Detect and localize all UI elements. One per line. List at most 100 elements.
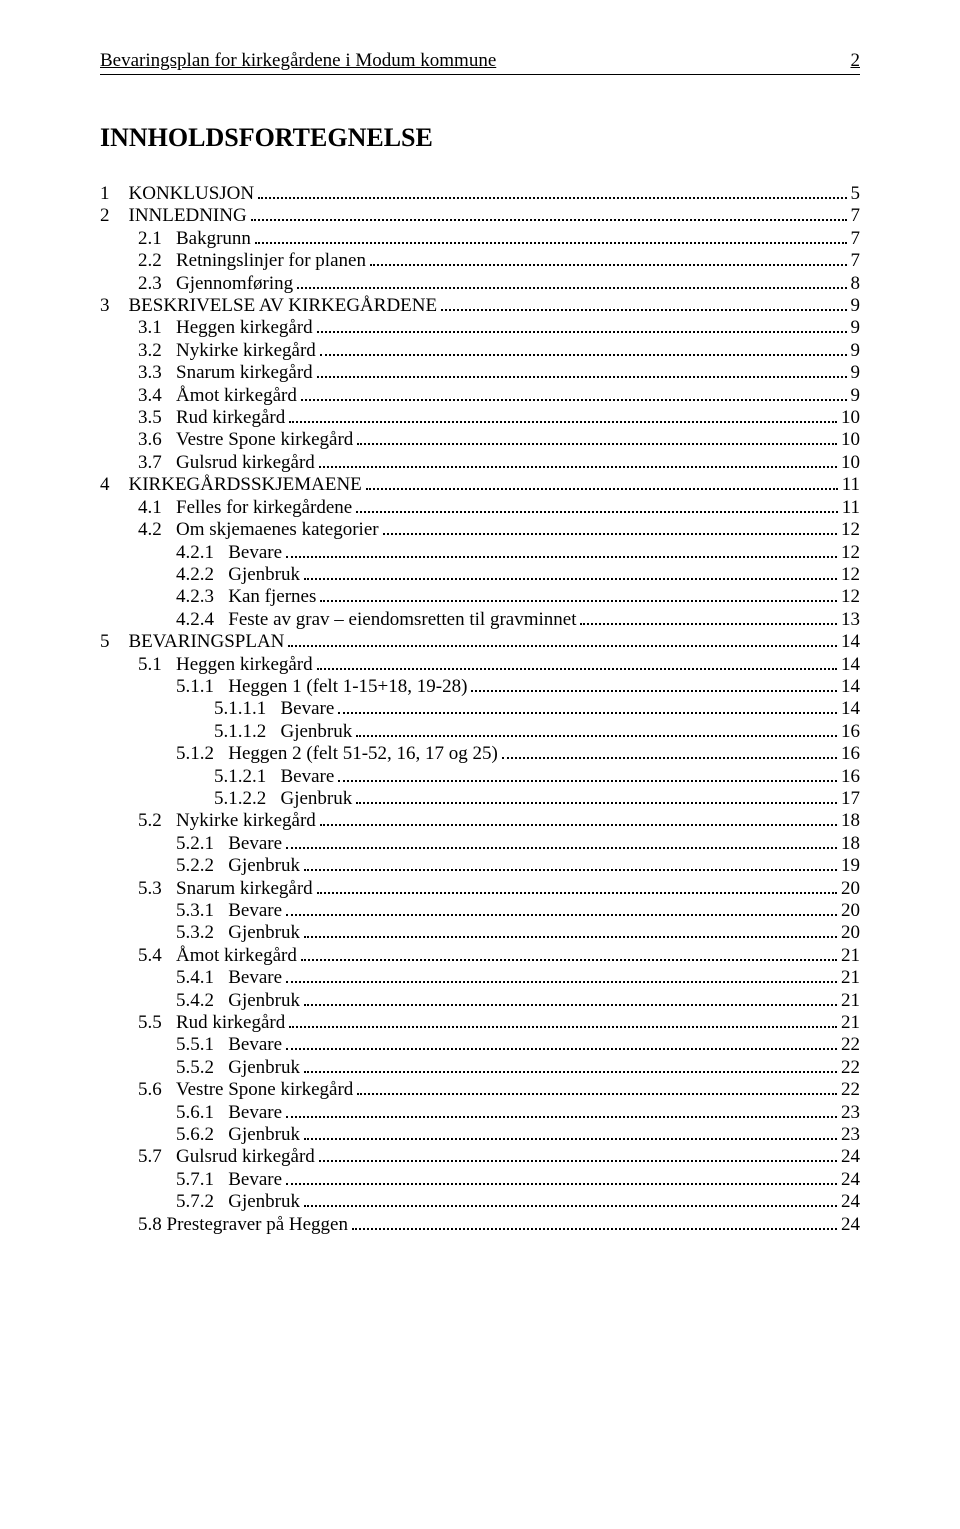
toc-leader-dots	[317, 331, 847, 333]
toc-entry-label: 5.1.1.2 Gjenbruk	[214, 721, 352, 743]
toc-row: 5.6.2 Gjenbruk23	[100, 1124, 860, 1146]
toc-row: 5.7.1 Bevare24	[100, 1169, 860, 1191]
toc-entry-page: 23	[841, 1124, 860, 1146]
toc-leader-dots	[317, 376, 847, 378]
toc-row: 4 KIRKEGÅRDSSKJEMAENE 11	[100, 474, 860, 496]
toc-entry-page: 21	[841, 1012, 860, 1034]
toc-row: 3.7 Gulsrud kirkegård10	[100, 452, 860, 474]
document-page: Bevaringsplan for kirkegårdene i Modum k…	[0, 0, 960, 1296]
toc-row: 3.5 Rud kirkegård10	[100, 407, 860, 429]
toc-entry-page: 19	[841, 855, 860, 877]
toc-leader-dots	[301, 959, 837, 961]
toc-entry-label: 1 KONKLUSJON	[100, 183, 254, 205]
toc-entry-label: 5.2.2 Gjenbruk	[176, 855, 300, 877]
toc-entry-page: 20	[841, 900, 860, 922]
toc-leader-dots	[304, 578, 837, 580]
toc-entry-label: 5.6 Vestre Spone kirkegård	[138, 1079, 353, 1101]
toc-leader-dots	[289, 421, 837, 423]
toc-entry-label: 5.1 Heggen kirkegård	[138, 654, 313, 676]
toc-entry-label: 2 INNLEDNING	[100, 205, 247, 227]
toc-entry-page: 12	[841, 586, 860, 608]
toc-entry-page: 14	[841, 654, 860, 676]
toc-entry-page: 20	[841, 922, 860, 944]
toc-entry-label: 5.3.1 Bevare	[176, 900, 282, 922]
toc-entry-page: 16	[841, 743, 860, 765]
toc-entry-page: 10	[841, 429, 860, 451]
toc-entry-page: 13	[841, 609, 860, 631]
toc-entry-page: 11	[842, 474, 860, 496]
toc-leader-dots	[356, 735, 837, 737]
toc-row: 5.1.2 Heggen 2 (felt 51-52, 16, 17 og 25…	[100, 743, 860, 765]
toc-leader-dots	[286, 981, 837, 983]
toc-leader-dots	[286, 1183, 837, 1185]
toc-row: 2.2 Retningslinjer for planen7	[100, 250, 860, 272]
toc-leader-dots	[304, 1004, 837, 1006]
toc-row: 2.1 Bakgrunn7	[100, 228, 860, 250]
toc-entry-page: 20	[841, 878, 860, 900]
toc-leader-dots	[304, 869, 837, 871]
toc-entry-label: 2.3 Gjennomføring	[138, 273, 293, 295]
toc-leader-dots	[286, 914, 837, 916]
toc-entry-page: 12	[841, 542, 860, 564]
toc-row: 3.1 Heggen kirkegård9	[100, 317, 860, 339]
toc-entry-page: 21	[841, 945, 860, 967]
toc-entry-label: 4.2 Om skjemaenes kategorier	[138, 519, 379, 541]
toc-entry-page: 24	[841, 1214, 860, 1236]
toc-entry-page: 22	[841, 1057, 860, 1079]
toc-row: 1 KONKLUSJON5	[100, 183, 860, 205]
toc-heading: INNHOLDSFORTEGNELSE	[100, 123, 860, 153]
toc-entry-label: 5.8 Prestegraver på Heggen	[138, 1214, 348, 1236]
toc-leader-dots	[255, 242, 847, 244]
toc-entry-label: 2.1 Bakgrunn	[138, 228, 251, 250]
toc-entry-label: 5.4.2 Gjenbruk	[176, 990, 300, 1012]
toc-row: 5.7 Gulsrud kirkegård24	[100, 1146, 860, 1168]
toc-leader-dots	[288, 645, 837, 647]
toc-entry-label: 2.2 Retningslinjer for planen	[138, 250, 366, 272]
toc-leader-dots	[286, 847, 837, 849]
toc-row: 5.5 Rud kirkegård 21	[100, 1012, 860, 1034]
toc-entry-page: 24	[841, 1146, 860, 1168]
toc-leader-dots	[383, 533, 837, 535]
toc-row: 3.4 Åmot kirkegård9	[100, 385, 860, 407]
toc-leader-dots	[301, 399, 847, 401]
toc-entry-page: 24	[841, 1169, 860, 1191]
toc-entry-page: 18	[841, 833, 860, 855]
toc-leader-dots	[304, 1071, 837, 1073]
toc-entry-page: 9	[851, 295, 861, 317]
header-page-number: 2	[851, 50, 861, 72]
toc-leader-dots	[286, 1116, 837, 1118]
toc-row: 5.6 Vestre Spone kirkegård 22	[100, 1079, 860, 1101]
toc-entry-label: 3 BESKRIVELSE AV KIRKEGÅRDENE	[100, 295, 437, 317]
toc-row: 4.2.2 Gjenbruk12	[100, 564, 860, 586]
toc-row: 5.6.1 Bevare23	[100, 1102, 860, 1124]
toc-leader-dots	[352, 1228, 837, 1230]
toc-entry-label: 4 KIRKEGÅRDSSKJEMAENE	[100, 474, 362, 496]
toc-leader-dots	[286, 1048, 837, 1050]
toc-entry-label: 5.2 Nykirke kirkegård	[138, 810, 316, 832]
toc-entry-page: 8	[851, 273, 861, 295]
toc-leader-dots	[320, 824, 837, 826]
toc-row: 5.5.2 Gjenbruk22	[100, 1057, 860, 1079]
toc-leader-dots	[304, 1138, 837, 1140]
toc-entry-label: 3.7 Gulsrud kirkegård	[138, 452, 315, 474]
toc-entry-label: 5.5 Rud kirkegård	[138, 1012, 285, 1034]
toc-entry-page: 9	[851, 317, 861, 339]
toc-row: 3 BESKRIVELSE AV KIRKEGÅRDENE 9	[100, 295, 860, 317]
table-of-contents: 1 KONKLUSJON52 INNLEDNING72.1 Bakgrunn72…	[100, 183, 860, 1236]
toc-leader-dots	[297, 287, 846, 289]
toc-entry-page: 16	[841, 721, 860, 743]
toc-entry-page: 14	[841, 698, 860, 720]
toc-leader-dots	[471, 690, 837, 692]
toc-row: 4.1 Felles for kirkegårdene11	[100, 497, 860, 519]
toc-entry-page: 22	[841, 1079, 860, 1101]
toc-entry-page: 16	[841, 766, 860, 788]
toc-leader-dots	[366, 488, 838, 490]
toc-row: 5.1.1.1 Bevare14	[100, 698, 860, 720]
toc-row: 4.2.3 Kan fjernes12	[100, 586, 860, 608]
toc-row: 5.3.1 Bevare 20	[100, 900, 860, 922]
toc-entry-page: 18	[841, 810, 860, 832]
toc-entry-page: 14	[841, 631, 860, 653]
toc-leader-dots	[304, 936, 837, 938]
toc-entry-label: 3.5 Rud kirkegård	[138, 407, 285, 429]
toc-row: 5.3.2 Gjenbruk20	[100, 922, 860, 944]
